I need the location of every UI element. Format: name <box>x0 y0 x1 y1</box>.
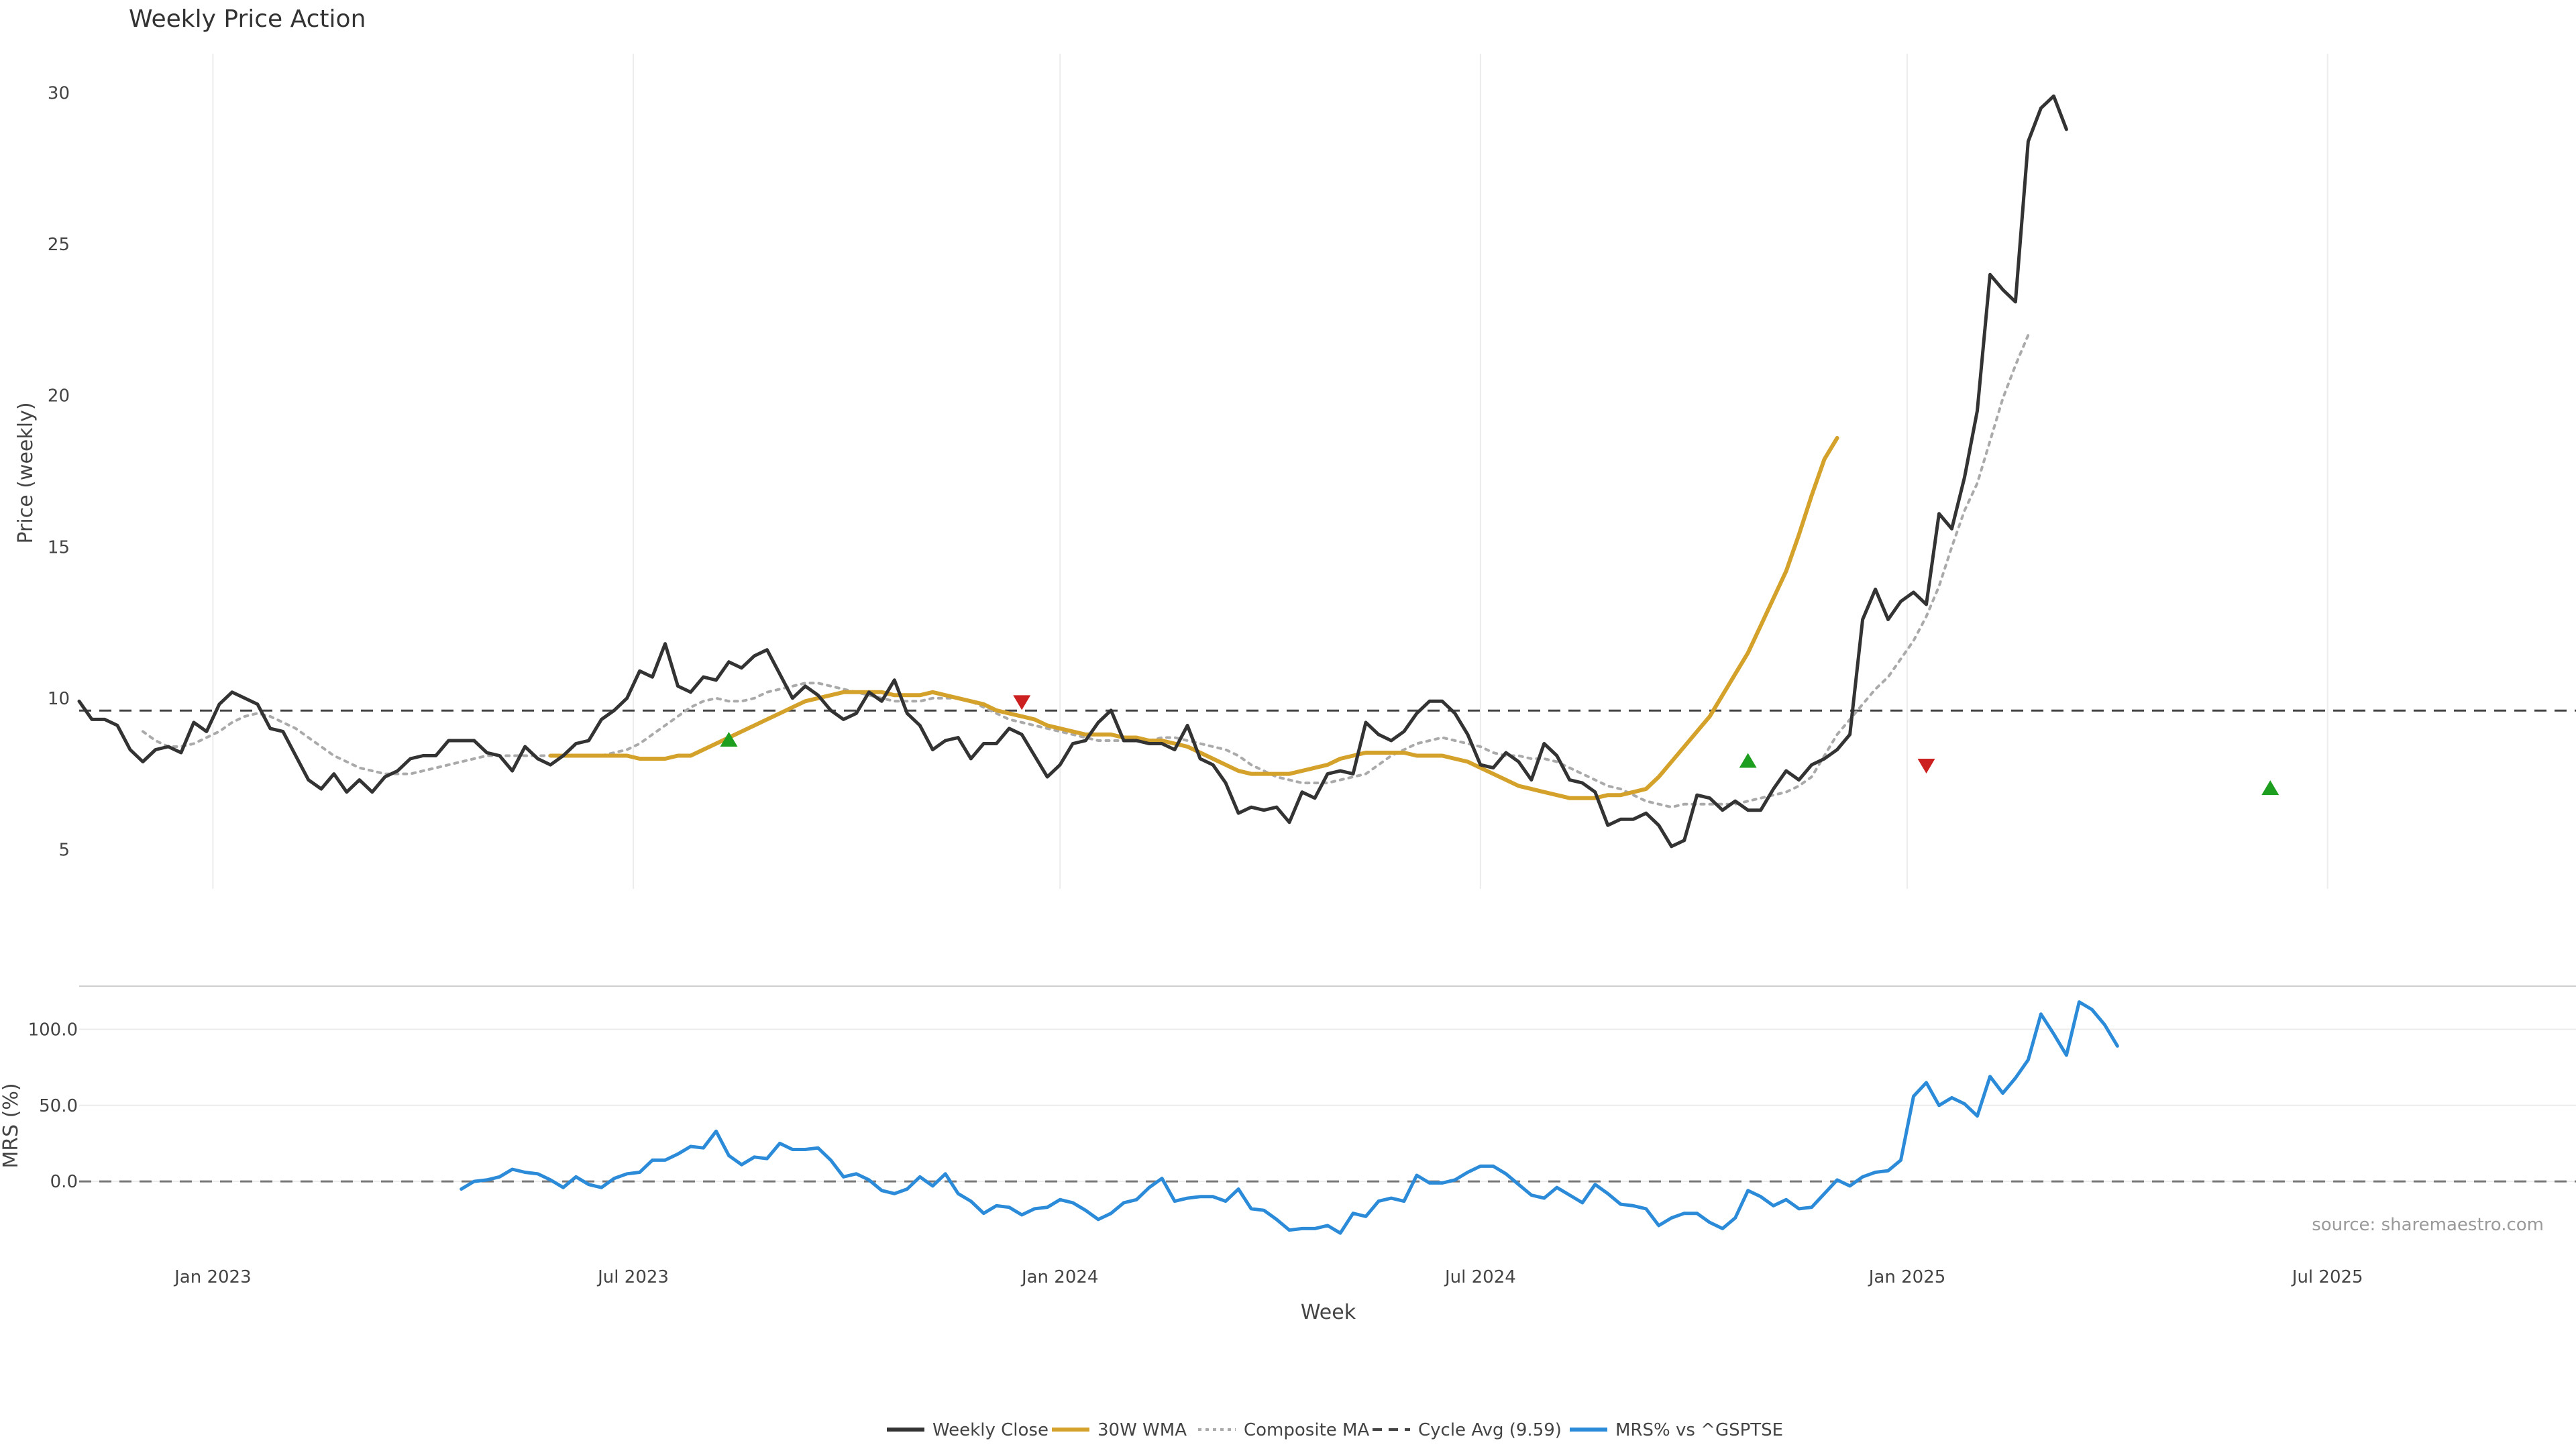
price-y-tick-label: 10 <box>48 689 70 709</box>
x-tick-label: Jul 2025 <box>2291 1267 2363 1287</box>
x-tick-label: Jul 2023 <box>596 1267 669 1287</box>
price-y-tick-label: 5 <box>58 840 70 860</box>
wma-30w-layer <box>548 435 1839 800</box>
weekly-close-line <box>77 94 2068 849</box>
legend-label: MRS% vs ^GSPTSE <box>1615 1420 1783 1440</box>
mrs-line <box>460 1000 2119 1235</box>
legend-label: Cycle Avg (9.59) <box>1418 1420 1562 1440</box>
sell-signal-marker <box>1013 695 1031 710</box>
chart-legend: Weekly Close 30W WMA Composite MA Cycle Avg… <box>887 1420 1783 1440</box>
mrs-y-axis-title: MRS (%) <box>0 1083 23 1168</box>
chart-title: Weekly Price Action <box>129 5 366 33</box>
mrs-panel-grid <box>79 1028 2576 1183</box>
price-y-axis-title: Price (weekly) <box>14 402 38 543</box>
buy-signal-marker <box>2261 780 2279 796</box>
x-tick-label: Jan 2023 <box>173 1267 252 1287</box>
x-tick-label: Jan 2025 <box>1868 1267 1946 1287</box>
weekly-close-layer <box>77 94 2068 849</box>
source-note: source: sharemaestro.com <box>2312 1215 2544 1235</box>
mrs-y-tick-label: 100.0 <box>28 1020 78 1040</box>
x-axis-title: Week <box>1301 1301 1356 1324</box>
price-y-tick-label: 25 <box>48 235 70 255</box>
price-y-tick-label: 30 <box>48 84 70 104</box>
wma-30w-line <box>548 435 1839 800</box>
price-panel-grid <box>212 54 2328 889</box>
legend-label: Composite MA <box>1244 1420 1369 1440</box>
buy-signal-marker <box>720 731 738 747</box>
price-y-tick-label: 15 <box>48 537 70 557</box>
x-tick-label: Jul 2024 <box>1444 1267 1516 1287</box>
mrs-y-tick-label: 50.0 <box>39 1096 78 1116</box>
legend-label: Weekly Close <box>932 1420 1049 1440</box>
mrs-layer <box>460 1000 2119 1235</box>
x-tick-label: Jan 2024 <box>1020 1267 1099 1287</box>
x-axis: Jan 2023 Jul 2023 Jan 2024 Jul 2024 Jan 2025… <box>173 1267 2363 1287</box>
mrs-y-tick-label: 0.0 <box>50 1172 78 1192</box>
buy-signal-marker <box>1739 753 1757 768</box>
signal-markers <box>720 695 2279 796</box>
mrs-y-axis: 0.0 50.0 100.0 <box>28 1020 78 1192</box>
sell-signal-marker <box>1917 759 1935 774</box>
price-y-axis: 5 10 15 20 25 30 <box>48 84 70 861</box>
legend-label: 30W WMA <box>1097 1420 1187 1440</box>
price-y-tick-label: 20 <box>48 386 70 407</box>
